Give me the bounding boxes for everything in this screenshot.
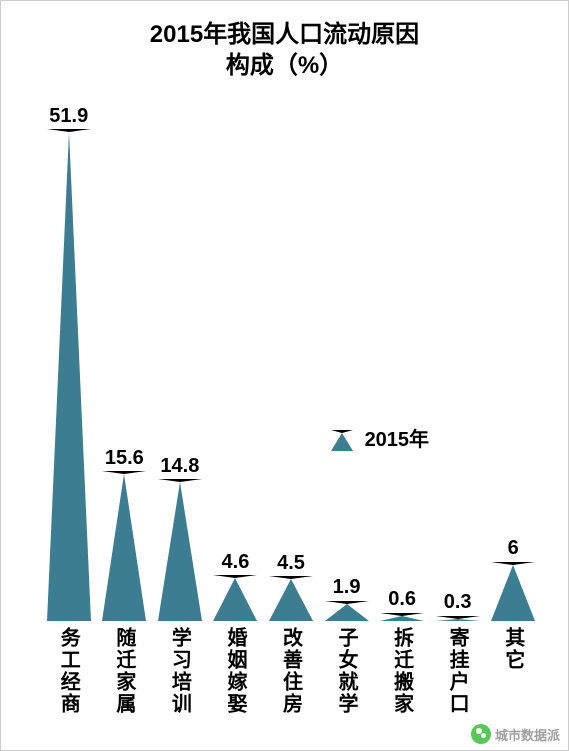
value-label: 14.8 <box>160 455 199 478</box>
data-triangle <box>380 613 424 621</box>
value-label: 0.3 <box>444 591 472 614</box>
x-axis: 务工经商随迁家属学习培训婚姻嫁娶改善住房子女就学拆迁搬家寄挂户口其它 <box>41 621 541 721</box>
legend-marker-icon <box>331 430 353 451</box>
watermark-text: 城市数据派 <box>495 725 560 744</box>
category-label: 务工经商 <box>54 627 83 715</box>
wechat-icon <box>471 724 491 744</box>
category-label: 随迁家属 <box>110 627 139 715</box>
category-label: 寄挂户口 <box>443 627 472 715</box>
data-triangle <box>213 575 257 621</box>
plot-area: 51.915.614.84.64.51.90.60.36 <box>41 131 541 621</box>
category-label: 学习培训 <box>165 627 194 715</box>
value-label: 1.9 <box>333 576 361 599</box>
category-label: 改善住房 <box>277 627 306 715</box>
title-line-2: 构成（%） <box>226 52 343 79</box>
category-label: 子女就学 <box>332 627 361 715</box>
chart-title: 2015年我国人口流动原因 构成（%） <box>1 19 568 81</box>
value-label: 6 <box>508 537 519 560</box>
category-label: 婚姻嫁娶 <box>221 627 250 715</box>
data-triangle <box>491 562 535 621</box>
data-triangle <box>158 479 202 621</box>
chart-container: 2015年我国人口流动原因 构成（%） 51.9 15.6 14.8 4.6 4.5 1.… <box>0 0 569 751</box>
title-line-1: 2015年我国人口流动原因 <box>150 21 419 48</box>
watermark: 城市数据派 <box>471 724 560 744</box>
legend-label: 2015年 <box>365 429 430 451</box>
data-triangle <box>102 471 146 621</box>
value-label: 4.6 <box>222 551 250 574</box>
data-triangle <box>269 576 313 621</box>
data-triangle <box>47 129 91 621</box>
value-label: 4.5 <box>277 552 305 575</box>
value-label: 0.6 <box>388 588 416 611</box>
value-label: 51.9 <box>49 105 88 128</box>
category-label: 拆迁搬家 <box>388 627 417 715</box>
data-triangle <box>325 601 369 621</box>
category-label: 其它 <box>499 627 528 671</box>
legend: 2015年 <box>331 423 429 452</box>
value-label: 15.6 <box>105 447 144 470</box>
